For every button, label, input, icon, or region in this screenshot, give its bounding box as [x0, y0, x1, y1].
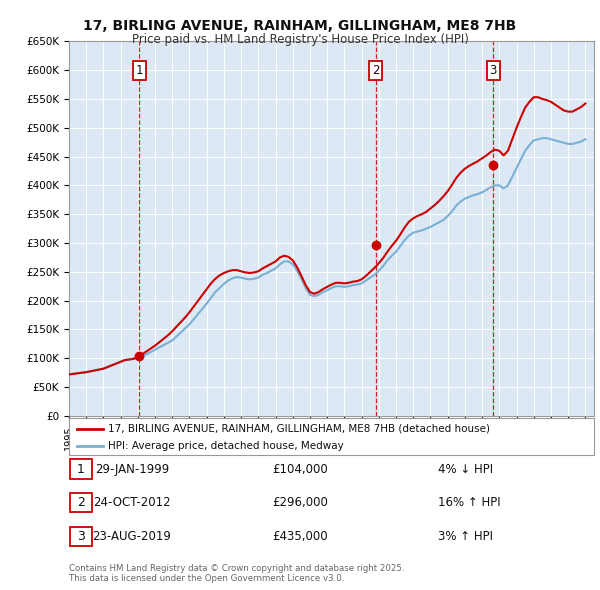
Text: Contains HM Land Registry data © Crown copyright and database right 2025.
This d: Contains HM Land Registry data © Crown c… [69, 563, 404, 583]
Text: 23-AUG-2019: 23-AUG-2019 [92, 530, 172, 543]
Text: 17, BIRLING AVENUE, RAINHAM, GILLINGHAM, ME8 7HB (detached house): 17, BIRLING AVENUE, RAINHAM, GILLINGHAM,… [109, 424, 490, 434]
Text: 4% ↓ HPI: 4% ↓ HPI [438, 463, 493, 476]
Text: 17, BIRLING AVENUE, RAINHAM, GILLINGHAM, ME8 7HB: 17, BIRLING AVENUE, RAINHAM, GILLINGHAM,… [83, 19, 517, 33]
Text: 1: 1 [77, 463, 85, 476]
Text: 29-JAN-1999: 29-JAN-1999 [95, 463, 169, 476]
FancyBboxPatch shape [69, 418, 594, 455]
FancyBboxPatch shape [70, 493, 92, 512]
Text: 1: 1 [136, 64, 143, 77]
Text: 3: 3 [490, 64, 497, 77]
Text: HPI: Average price, detached house, Medway: HPI: Average price, detached house, Medw… [109, 441, 344, 451]
Text: Price paid vs. HM Land Registry's House Price Index (HPI): Price paid vs. HM Land Registry's House … [131, 33, 469, 46]
Text: 2: 2 [372, 64, 379, 77]
FancyBboxPatch shape [70, 460, 92, 478]
Text: 2: 2 [77, 496, 85, 509]
FancyBboxPatch shape [70, 527, 92, 546]
Text: 24-OCT-2012: 24-OCT-2012 [93, 496, 171, 509]
Text: £104,000: £104,000 [272, 463, 328, 476]
Text: 3: 3 [77, 530, 85, 543]
Text: £435,000: £435,000 [272, 530, 328, 543]
Text: 16% ↑ HPI: 16% ↑ HPI [438, 496, 500, 509]
Text: £296,000: £296,000 [272, 496, 328, 509]
Text: 3% ↑ HPI: 3% ↑ HPI [438, 530, 493, 543]
